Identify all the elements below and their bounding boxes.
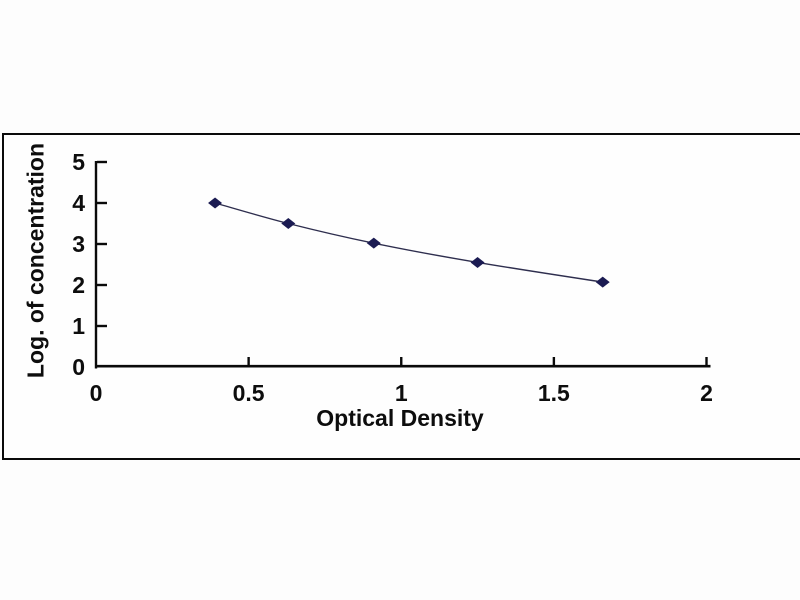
x-tick-label: 2 xyxy=(700,380,713,406)
x-axis-title: Optical Density xyxy=(316,405,484,431)
data-point-marker xyxy=(595,276,610,288)
y-tick-label: 0 xyxy=(72,354,85,380)
y-tick-label: 3 xyxy=(72,231,85,257)
y-axis-title: Log. of concentration xyxy=(22,142,49,379)
data-point-marker xyxy=(470,256,485,268)
x-tick-label: 1.5 xyxy=(538,380,570,406)
y-tick-label: 4 xyxy=(72,190,85,216)
y-tick-label: 2 xyxy=(72,272,85,298)
x-tick-label: 0.5 xyxy=(233,380,265,406)
y-tick-label: 1 xyxy=(72,313,85,339)
data-point-marker xyxy=(208,197,223,209)
data-point-marker xyxy=(366,237,381,249)
data-point-marker xyxy=(281,218,296,229)
standard-curve-line xyxy=(214,202,603,283)
chart-frame xyxy=(2,133,800,460)
x-tick-label: 0 xyxy=(90,380,103,406)
x-tick-label: 1 xyxy=(395,380,408,406)
y-tick-label: 5 xyxy=(72,149,85,175)
